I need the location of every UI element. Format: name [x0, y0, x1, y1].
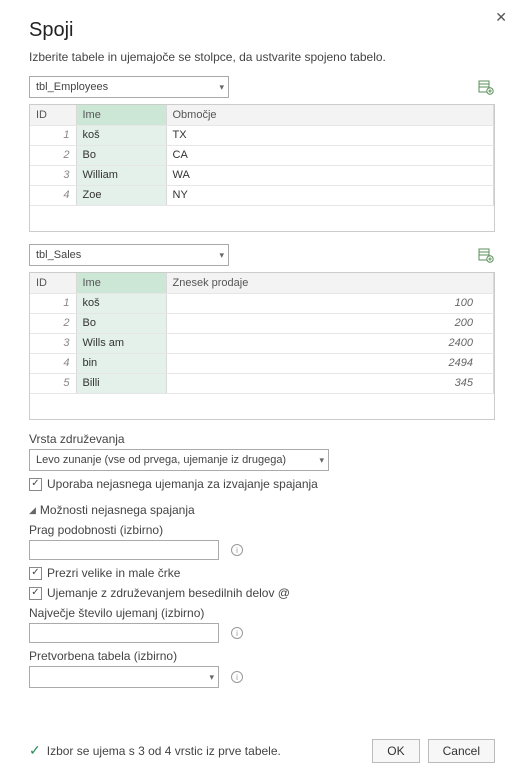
- cell-amount: 2494: [166, 353, 494, 373]
- cell-id: 4: [30, 185, 76, 205]
- table-row[interactable]: 4bin2494: [30, 353, 494, 373]
- new-table-icon[interactable]: [477, 78, 495, 96]
- source2-dropdown[interactable]: tbl_Sales ▾: [29, 244, 229, 266]
- cell-region: CA: [166, 145, 494, 165]
- cell-id: 1: [30, 125, 76, 145]
- source2-selected: tbl_Sales: [36, 249, 81, 261]
- table-row[interactable]: 2Bo200: [30, 313, 494, 333]
- cell-id: 2: [30, 313, 76, 333]
- source2-preview: ID Ime Znesek prodaje 1koš1002Bo2003Will…: [29, 272, 495, 420]
- joinkind-dropdown[interactable]: Levo zunanje (vse od prvega, ujemanje iz…: [29, 449, 329, 471]
- cell-region: TX: [166, 125, 494, 145]
- cell-region: WA: [166, 165, 494, 185]
- source2-col-amount[interactable]: Znesek prodaje: [166, 273, 494, 293]
- table-row[interactable]: 1koš100: [30, 293, 494, 313]
- table-row[interactable]: 3WilliamWA: [30, 165, 494, 185]
- cell-name: Bo: [76, 145, 166, 165]
- dialog-subtitle: Izberite tabele in ujemajoče se stolpce,…: [29, 50, 495, 64]
- cell-id: 3: [30, 333, 76, 353]
- ok-button[interactable]: OK: [372, 739, 419, 763]
- cell-name: koš: [76, 125, 166, 145]
- cell-name: bin: [76, 353, 166, 373]
- source1-col-name[interactable]: Ime: [76, 105, 166, 125]
- cell-amount: 100: [166, 293, 494, 313]
- cell-id: 5: [30, 373, 76, 393]
- cell-id: 4: [30, 353, 76, 373]
- cell-amount: 345: [166, 373, 494, 393]
- maxmatches-input[interactable]: [29, 623, 219, 643]
- source1-selected: tbl_Employees: [36, 81, 108, 93]
- cancel-button[interactable]: Cancel: [428, 739, 495, 763]
- combine-parts-checkbox[interactable]: ✓: [29, 587, 42, 600]
- new-table-icon[interactable]: [477, 246, 495, 264]
- fuzzy-options-header[interactable]: ◢ Možnosti nejasnega spajanja: [29, 503, 495, 517]
- dialog-title: Spoji: [29, 19, 495, 42]
- threshold-label: Prag podobnosti (izbirno): [29, 523, 495, 537]
- ignore-case-checkbox[interactable]: ✓: [29, 567, 42, 580]
- cell-name: Bo: [76, 313, 166, 333]
- cell-id: 3: [30, 165, 76, 185]
- cell-name: Zoe: [76, 185, 166, 205]
- fuzzy-options-title: Možnosti nejasnega spajanja: [40, 503, 195, 517]
- status-text: Izbor se ujema s 3 od 4 vrstic iz prve t…: [47, 744, 281, 758]
- transform-table-dropdown[interactable]: ▾: [29, 666, 219, 688]
- maxmatches-label: Največje število ujemanj (izbirno): [29, 606, 495, 620]
- chevron-down-icon: ▾: [209, 672, 214, 683]
- expanded-triangle-icon: ◢: [29, 505, 36, 516]
- chevron-down-icon: ▾: [219, 250, 224, 261]
- info-icon[interactable]: i: [231, 671, 243, 683]
- cell-id: 2: [30, 145, 76, 165]
- table-row[interactable]: 4ZoeNY: [30, 185, 494, 205]
- cell-name: Billi: [76, 373, 166, 393]
- check-icon: ✓: [29, 742, 41, 759]
- info-icon[interactable]: i: [231, 544, 243, 556]
- table-row[interactable]: 1košTX: [30, 125, 494, 145]
- combine-parts-label: Ujemanje z združevanjem besedilnih delov…: [47, 586, 290, 600]
- ignore-case-label: Prezri velike in male črke: [47, 566, 180, 580]
- threshold-input[interactable]: [29, 540, 219, 560]
- chevron-down-icon: ▾: [219, 82, 224, 93]
- cell-name: Wills am: [76, 333, 166, 353]
- cell-amount: 2400: [166, 333, 494, 353]
- table-row[interactable]: 2BoCA: [30, 145, 494, 165]
- use-fuzzy-checkbox[interactable]: ✓: [29, 478, 42, 491]
- source2-col-name[interactable]: Ime: [76, 273, 166, 293]
- info-icon[interactable]: i: [231, 627, 243, 639]
- cell-region: NY: [166, 185, 494, 205]
- table-row[interactable]: 3Wills am2400: [30, 333, 494, 353]
- cell-amount: 200: [166, 313, 494, 333]
- cell-name: William: [76, 165, 166, 185]
- source2-col-id[interactable]: ID: [30, 273, 76, 293]
- source1-col-id[interactable]: ID: [30, 105, 76, 125]
- transform-table-label: Pretvorbena tabela (izbirno): [29, 649, 495, 663]
- source1-col-region[interactable]: Območje: [166, 105, 494, 125]
- source1-dropdown[interactable]: tbl_Employees ▾: [29, 76, 229, 98]
- close-icon[interactable]: ✕: [495, 9, 507, 26]
- joinkind-selected: Levo zunanje (vse od prvega, ujemanje iz…: [36, 454, 286, 466]
- table-row[interactable]: 5Billi345: [30, 373, 494, 393]
- source1-preview: ID Ime Območje 1košTX2BoCA3WilliamWA4Zoe…: [29, 104, 495, 232]
- chevron-down-icon: ▾: [319, 455, 324, 466]
- cell-name: koš: [76, 293, 166, 313]
- cell-id: 1: [30, 293, 76, 313]
- joinkind-label: Vrsta združevanja: [29, 432, 495, 446]
- use-fuzzy-label: Uporaba nejasnega ujemanja za izvajanje …: [47, 477, 318, 491]
